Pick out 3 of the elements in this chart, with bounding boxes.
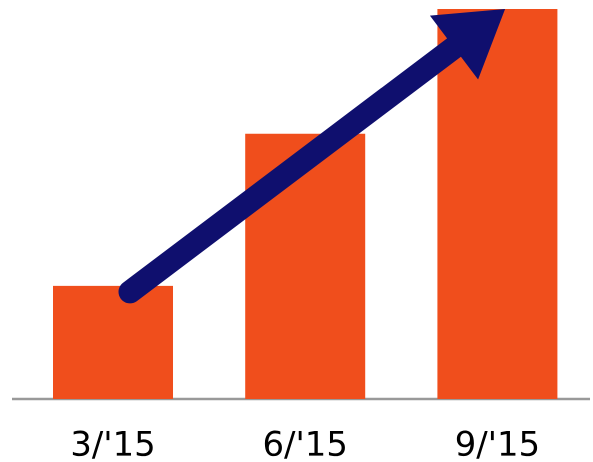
x-tick-label: 6/'15 xyxy=(264,430,345,459)
x-tick-label: 3/'15 xyxy=(72,430,153,459)
x-tick-label: 9/'15 xyxy=(456,430,538,459)
